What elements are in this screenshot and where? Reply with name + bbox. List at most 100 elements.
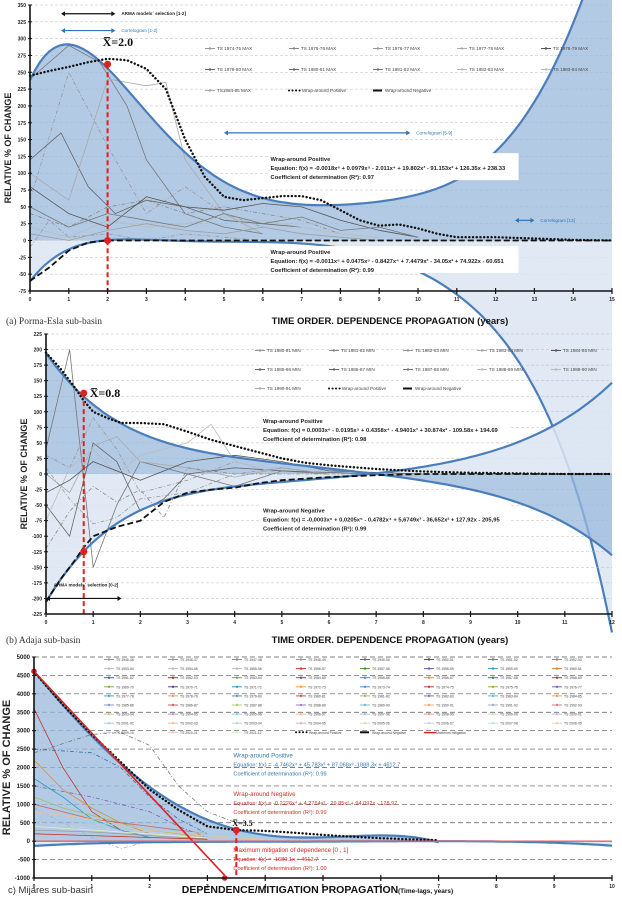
legend-label: TS 1969-70 [116, 685, 134, 689]
legend-label: TS 1979-80 [244, 694, 262, 698]
x-tick-label: 6 [261, 297, 264, 303]
x-tick-label: 2 [106, 297, 109, 303]
legend-swatch-marker [363, 722, 367, 725]
y-tick-label: -75 [35, 519, 42, 525]
legend-label: TS 1973-74 [372, 685, 390, 689]
legend-label: TS 1980-81 MAX [301, 67, 336, 72]
legend-item: TS 2001-02 [104, 722, 134, 726]
legend-item: TS 1987-88 MIN [403, 367, 449, 372]
y-tick-label: -150 [32, 565, 42, 571]
legend-label: TS 1983-84 MAX [553, 67, 588, 72]
legend-swatch-marker [376, 68, 380, 71]
y-tick-label: 0 [23, 239, 26, 245]
legend-swatch-marker [208, 89, 212, 92]
legend-item: TS 1992-93 [552, 704, 582, 708]
y-axis-label: RELATIVE % OF CHANGE [19, 419, 29, 530]
legend-label: Wrap-around Positive [342, 386, 387, 391]
y-tick-label: 0 [27, 839, 31, 845]
legend-item: TS 1979-80 [232, 694, 262, 698]
legend-label: TS 1953-54 [116, 667, 134, 671]
legend-label: TS 2009-10 [116, 731, 134, 735]
legend-item: TS 2000-01 [552, 713, 582, 717]
x-tick-label: 10 [515, 620, 521, 626]
y-tick-label: 250 [18, 70, 27, 76]
legend-swatch-marker [460, 68, 464, 71]
legend-item: TS 1946-47 [168, 658, 198, 662]
legend-swatch-marker [235, 722, 239, 725]
legend-label: TS 2005-06 [372, 722, 390, 726]
annotation-equation: Equation: f(x) = -0.0011x⁶ + 0.0475x⁵ - … [271, 258, 505, 265]
legend-swatch-marker [544, 47, 548, 50]
annotation-r2: Coefficient of determination (R²): 0.99 [233, 772, 326, 778]
legend-item: TS 1960-61 [552, 667, 582, 671]
legend-item: TS 1975-76 MAX [289, 46, 336, 51]
legend-label: TS 1945-46 [116, 658, 134, 662]
legend-label: TS 1987-88 MIN [415, 367, 449, 372]
legend-label: TS 1981-82 MAX [385, 67, 420, 72]
legend-item: TS 1966-67 [424, 676, 454, 680]
legend-item: TS 2008-09 [552, 722, 582, 726]
panel-c: -1000 -500 0 500 1000 1500 2000 2500 3000 3500 400… [1, 655, 615, 896]
legend-swatch-marker [332, 368, 336, 371]
legend-label: TS 1972-73 [308, 685, 326, 689]
legend-swatch-marker [171, 703, 175, 707]
legend-swatch-marker [555, 667, 559, 670]
legend-item: TS 1957-58 [360, 667, 390, 671]
legend-swatch-marker [491, 712, 495, 716]
y-tick-label: -50 [19, 272, 26, 278]
legend-swatch-marker [406, 368, 410, 371]
legend-label: TS 2004-05 [308, 722, 326, 726]
legend-item: TS 1975-76 [488, 685, 518, 689]
annotation-equation: Equation: f(x) = -0.0018x⁶ + 0.0979x⁵ - … [271, 165, 506, 172]
legend-label: Wrap-around Positive [302, 88, 347, 93]
legend-swatch-marker [107, 667, 111, 670]
legend-item: TS 1953-54 [104, 667, 134, 671]
legend-swatch-marker [235, 712, 239, 716]
legend-swatch-marker [107, 722, 111, 725]
x-tick-label: 12 [609, 620, 615, 626]
legend-item: TS 1984-85 MIN [551, 348, 597, 353]
panel-caption: (b) Adaja sub-basin [6, 635, 81, 646]
x-axis-label-suffix: (Time-lags, years) [398, 888, 453, 895]
legend-swatch-marker [299, 658, 303, 661]
legend-label: Wrap-around Positive [309, 731, 342, 735]
legend-label: TS 1974-75 MAX [217, 46, 252, 51]
legend-item: TS 1961-62 [104, 676, 134, 680]
legend-label: TS 1983-84 MIN [489, 348, 523, 353]
legend-swatch-marker [299, 703, 303, 707]
legend-swatch-marker [171, 722, 175, 725]
y-tick-label: 2000 [17, 766, 31, 772]
mean-marker-label: X̅=2.0 [103, 35, 134, 49]
legend-label: TS 1985-86 [116, 704, 134, 708]
legend-swatch-marker [427, 685, 431, 688]
annotation-title: Wrap-around Negative [263, 509, 326, 515]
legend-label: TS 1997-98 [372, 713, 390, 717]
legend-item: TS 1997-98 [360, 713, 390, 717]
x-tick-label: 9 [378, 297, 381, 303]
legend-box [195, 42, 610, 103]
x-tick-label: 7 [300, 297, 303, 303]
y-tick-label: 500 [20, 821, 31, 827]
y-tick-label: 125 [34, 394, 43, 400]
legend-item: TS 1981-82 MIN [329, 348, 375, 353]
legend-label: TS 2008-09 [564, 722, 582, 726]
legend-item: TS 1971-72 [232, 685, 262, 689]
y-tick-label: -50 [35, 503, 42, 509]
legend-item: TS 1984-85 [552, 694, 582, 698]
legend-swatch-marker [555, 712, 559, 716]
legend-swatch-marker [491, 658, 495, 661]
legend-label: TS 1963-64 [244, 676, 262, 680]
legend-item: TS 1999-00 [488, 713, 518, 717]
y-tick-label: -200 [32, 596, 42, 602]
wrap-negative-fit-line [33, 840, 613, 847]
legend-item: TS 1967-68 [488, 676, 518, 680]
legend-swatch-marker [258, 349, 262, 352]
x-tick-label: 0 [33, 884, 36, 890]
ts-series-line [45, 467, 282, 549]
legend-item: TS 1963-64 [232, 676, 262, 680]
legend-label: TS 2010-11 [180, 731, 198, 735]
y-tick-label: -175 [32, 581, 42, 587]
legend-swatch-marker [107, 676, 111, 679]
annotation-r2: Coefficient of determination (R²): 0.99 [263, 526, 367, 533]
legend-swatch-marker [427, 658, 431, 661]
